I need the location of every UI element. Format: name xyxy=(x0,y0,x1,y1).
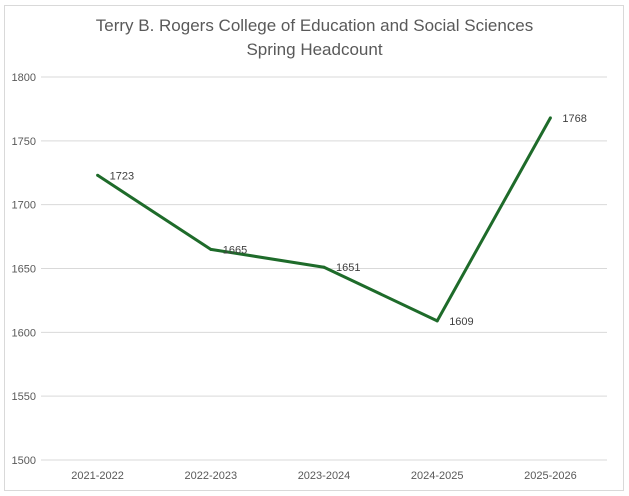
y-tick-label: 1800 xyxy=(12,72,36,84)
chart-title: Terry B. Rogers College of Education and… xyxy=(0,14,629,62)
x-tick-label: 2023-2024 xyxy=(298,470,351,482)
data-point xyxy=(548,116,552,120)
data-label: 1723 xyxy=(110,170,134,182)
chart-frame xyxy=(4,5,624,491)
data-point xyxy=(435,319,439,323)
chart-title-line1: Terry B. Rogers College of Education and… xyxy=(95,16,534,35)
data-point xyxy=(322,265,326,269)
x-tick-label: 2025-2026 xyxy=(524,470,577,482)
data-label: 1651 xyxy=(336,262,360,274)
data-label: 1609 xyxy=(449,316,473,328)
series-line xyxy=(96,117,552,323)
chart-subtitle: Spring Headcount xyxy=(246,40,383,59)
y-tick-label: 1750 xyxy=(12,136,36,148)
data-point xyxy=(209,247,213,251)
y-tick-label: 1550 xyxy=(12,391,36,403)
y-tick-label: 1700 xyxy=(12,200,36,212)
y-tick-label: 1650 xyxy=(12,264,36,276)
y-tick-label: 1500 xyxy=(12,455,36,467)
y-tick-label: 1600 xyxy=(12,327,36,339)
data-label: 1768 xyxy=(562,113,586,125)
data-label: 1665 xyxy=(223,244,247,256)
x-tick-label: 2021-2022 xyxy=(71,470,124,482)
x-tick-label: 2022-2023 xyxy=(184,470,237,482)
data-point xyxy=(96,173,100,177)
x-tick-label: 2024-2025 xyxy=(411,470,464,482)
